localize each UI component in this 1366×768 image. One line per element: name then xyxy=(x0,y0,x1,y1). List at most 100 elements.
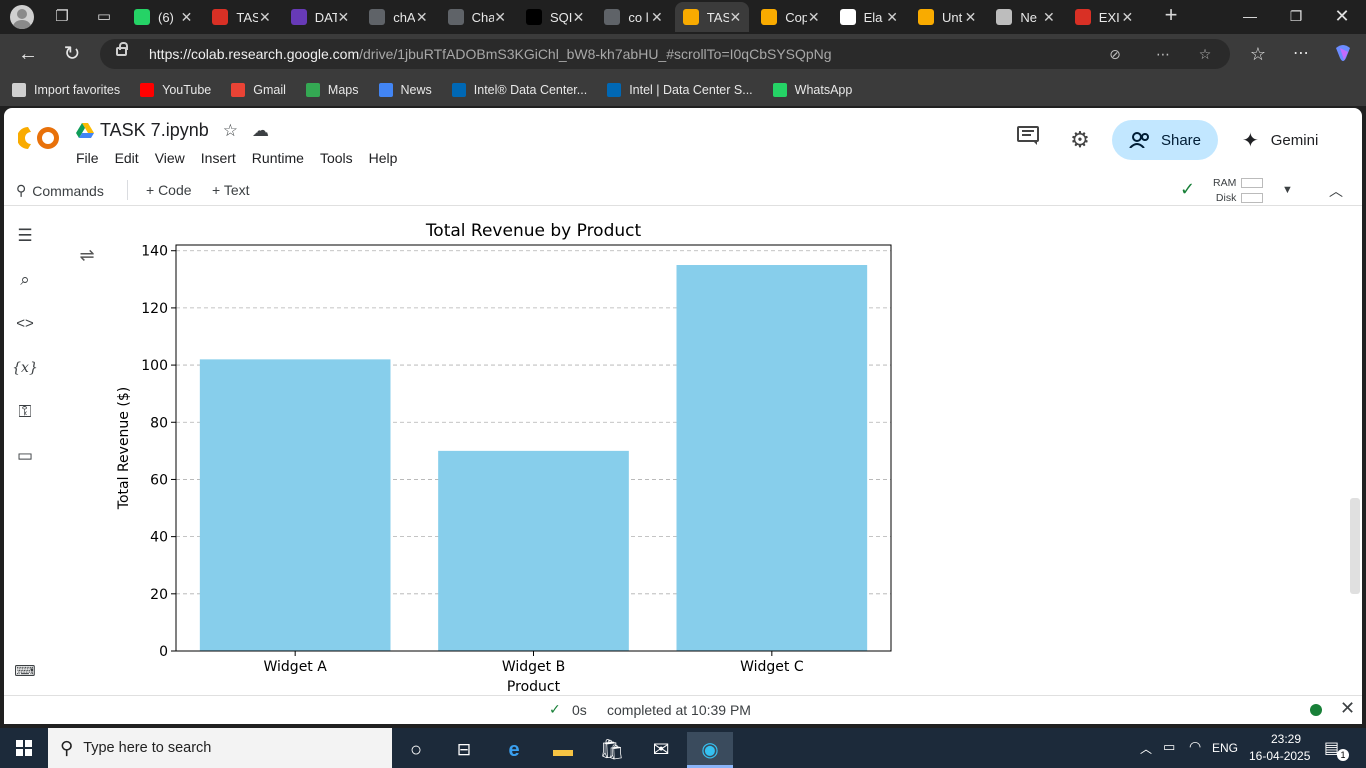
cortana-icon[interactable]: ○ xyxy=(409,739,423,761)
close-tab-icon[interactable]: ✕ xyxy=(964,8,977,25)
share-button[interactable]: Share xyxy=(1112,120,1218,160)
gemini-button[interactable]: ✦ Gemini xyxy=(1242,128,1318,153)
browser-tab[interactable]: (6) ✕ xyxy=(126,2,200,32)
url-text[interactable]: https://colab.research.google.com/drive/… xyxy=(149,46,832,62)
favorite-item[interactable]: Intel® Data Center... xyxy=(451,83,587,97)
close-tab-icon[interactable]: ✕ xyxy=(651,8,663,25)
tray-overflow-icon[interactable]: ︿ xyxy=(1140,742,1153,756)
close-tab-icon[interactable]: ✕ xyxy=(180,8,193,25)
edge-browser-icon[interactable]: ◉ xyxy=(687,732,733,768)
browser-tab[interactable]: Cop ✕ xyxy=(753,2,827,32)
find-replace-icon[interactable]: ⌕ xyxy=(20,270,30,289)
close-tab-icon[interactable]: ✕ xyxy=(494,8,506,25)
colab-logo[interactable] xyxy=(18,123,60,153)
windows-start-icon[interactable] xyxy=(16,740,32,756)
settings-gear-icon[interactable]: ⚙ xyxy=(1070,127,1090,152)
close-tab-icon[interactable]: ✕ xyxy=(729,8,742,25)
url-bar[interactable]: https://colab.research.google.com/drive/… xyxy=(100,39,1230,69)
favorites-icon[interactable]: ☆ xyxy=(1249,44,1267,64)
microsoft-store-icon[interactable]: 🛍 xyxy=(599,739,625,761)
clock-date[interactable]: 16-04-2025 xyxy=(1249,749,1311,763)
browser-tab[interactable]: EXI ✕ xyxy=(1067,2,1141,32)
reload-icon[interactable]: ↻ xyxy=(63,43,81,65)
browser-tab[interactable]: Ne ✕ xyxy=(988,2,1062,32)
browser-tab[interactable]: Cha ✕ xyxy=(440,2,514,32)
browser-tab[interactable]: TAS ✕ xyxy=(674,2,750,32)
close-tab-icon[interactable]: ✕ xyxy=(886,8,898,25)
browser-tab[interactable]: Unt ✕ xyxy=(910,2,984,32)
star-icon[interactable]: ☆ xyxy=(222,120,238,140)
variables-icon[interactable]: {x} xyxy=(12,360,38,376)
minimize-icon[interactable]: — xyxy=(1243,8,1257,24)
browser-tab[interactable]: Ela ✕ xyxy=(832,2,906,32)
favorite-item[interactable]: Import favorites xyxy=(12,83,120,97)
close-tab-icon[interactable]: ✕ xyxy=(415,8,428,25)
settings-more-icon[interactable]: ⋯ xyxy=(1293,45,1309,62)
favorite-item[interactable]: YouTube xyxy=(140,83,211,97)
add-code-button[interactable]: + Code xyxy=(146,182,192,198)
google-drive-icon[interactable] xyxy=(76,122,94,139)
mail-icon[interactable]: ✉ xyxy=(652,739,670,761)
favorite-item[interactable]: Intel | Data Center S... xyxy=(607,83,753,97)
profile-avatar[interactable] xyxy=(10,5,34,29)
browser-tab[interactable]: co l ✕ xyxy=(596,2,670,32)
file-explorer-icon[interactable]: ▬ xyxy=(553,739,573,761)
close-tab-icon[interactable]: ✕ xyxy=(337,8,350,25)
cloud-saved-icon[interactable]: ☁ xyxy=(251,120,269,140)
commands-button[interactable]: ⚲ Commands xyxy=(16,182,104,199)
menu-item-tools[interactable]: Tools xyxy=(319,150,353,166)
tab-actions-icon[interactable]: ▭ xyxy=(96,8,112,25)
favorite-item[interactable]: News xyxy=(378,83,432,97)
collapse-chevron-icon[interactable]: ︿ xyxy=(1329,183,1343,199)
favorite-item[interactable]: Gmail xyxy=(231,83,286,97)
copilot-icon[interactable] xyxy=(1331,42,1355,66)
task-view-icon[interactable]: ⊟ xyxy=(456,740,472,759)
connected-check-icon[interactable]: ✓ xyxy=(1180,179,1196,199)
language-indicator[interactable]: ENG xyxy=(1212,741,1239,755)
notebook-title[interactable]: TASK 7.ipynb xyxy=(100,120,209,140)
runtime-dropdown-icon[interactable]: ▼ xyxy=(1282,184,1293,196)
close-tab-icon[interactable]: ✕ xyxy=(1043,8,1055,25)
close-tab-icon[interactable]: ✕ xyxy=(572,8,585,25)
close-status-icon[interactable]: ✕ xyxy=(1340,698,1356,718)
lock-icon[interactable] xyxy=(116,42,128,56)
battery-icon[interactable]: ▭ xyxy=(1163,739,1176,754)
tracking-icon[interactable]: ⊘ xyxy=(1109,46,1121,62)
close-tab-icon[interactable]: ✕ xyxy=(1121,8,1134,25)
browser-tab[interactable]: SQI ✕ xyxy=(518,2,592,32)
menu-item-view[interactable]: View xyxy=(154,150,185,166)
clock-time[interactable]: 23:29 xyxy=(1270,732,1302,746)
restore-icon[interactable]: ❐ xyxy=(1289,8,1303,24)
comments-icon[interactable] xyxy=(1014,126,1042,154)
menu-item-runtime[interactable]: Runtime xyxy=(251,150,304,166)
notifications-icon[interactable]: ▤ xyxy=(1324,740,1340,757)
close-window-icon[interactable]: ✕ xyxy=(1334,6,1350,26)
table-of-contents-icon[interactable]: ☰ xyxy=(17,226,33,245)
browser-tab[interactable]: DAT ✕ xyxy=(283,2,357,32)
terminal-icon[interactable]: ⌨ xyxy=(14,663,36,680)
menu-item-insert[interactable]: Insert xyxy=(200,150,236,166)
workspaces-icon[interactable]: ❐ xyxy=(55,8,69,25)
close-tab-icon[interactable]: ✕ xyxy=(259,8,271,25)
close-tab-icon[interactable]: ✕ xyxy=(807,8,820,25)
new-tab-icon[interactable]: + xyxy=(1164,2,1178,27)
back-arrow-icon[interactable]: ← xyxy=(18,43,38,65)
runtime-status-dot[interactable] xyxy=(1310,704,1322,716)
favorite-star-icon[interactable]: ☆ xyxy=(1198,46,1212,62)
menu-item-file[interactable]: File xyxy=(76,150,99,166)
secrets-key-icon[interactable]: ⚿ xyxy=(18,402,32,421)
menu-item-edit[interactable]: Edit xyxy=(114,150,139,166)
wifi-icon[interactable]: ◠ xyxy=(1189,738,1202,754)
edge-legacy-icon[interactable]: e xyxy=(508,739,520,761)
browser-tab[interactable]: TAS ✕ xyxy=(204,2,278,32)
code-snippets-icon[interactable]: <> xyxy=(16,315,34,332)
add-text-button[interactable]: + Text xyxy=(212,182,250,198)
more-tools-icon[interactable]: ⋯ xyxy=(1156,46,1170,62)
files-folder-icon[interactable]: ▭ xyxy=(16,446,34,465)
browser-tab[interactable]: chA ✕ xyxy=(361,2,435,32)
menu-item-help[interactable]: Help xyxy=(368,150,398,166)
notebook-scrollbar[interactable] xyxy=(1350,498,1360,594)
taskbar-search-box[interactable]: ⚲ Type here to search xyxy=(48,728,392,768)
favorite-item[interactable]: Maps xyxy=(305,83,359,97)
output-actions-icon[interactable]: ⇌ xyxy=(79,245,95,265)
